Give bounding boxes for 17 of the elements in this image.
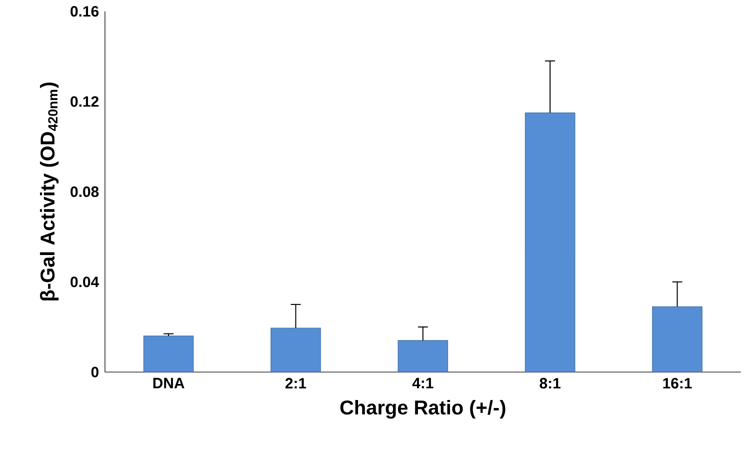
y-tick-label: 0 (91, 366, 98, 378)
x-axis-title: Charge Ratio (+/-) (340, 400, 506, 419)
x-tick-label: 16:1 (663, 378, 692, 389)
bar (143, 336, 194, 372)
y-tick-label: 0.12 (70, 96, 98, 107)
y-axis-title: β-Gal Activity (OD$_{420nm}$) (40, 82, 59, 300)
bar (398, 340, 448, 372)
x-tick-label: 2:1 (285, 378, 306, 388)
y-tick-label: 0.08 (70, 186, 99, 198)
bar (270, 328, 321, 372)
x-tick-label: DNA (153, 378, 184, 388)
y-tick-label: 0.16 (70, 6, 99, 17)
x-tick-label: 8:1 (540, 378, 560, 389)
y-tick-label: 0.04 (70, 276, 100, 288)
x-tick-label: 4:1 (412, 378, 434, 388)
bar (652, 306, 702, 372)
bar (524, 112, 576, 372)
